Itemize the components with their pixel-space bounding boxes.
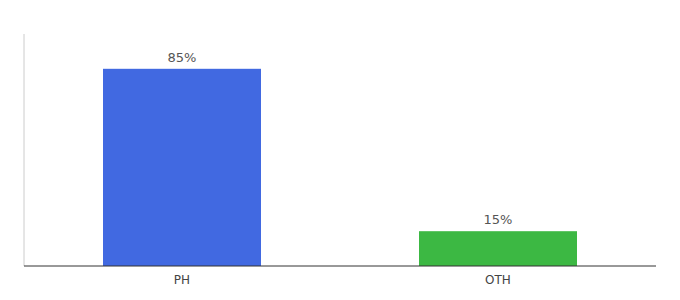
data-label: 15% bbox=[484, 212, 513, 227]
x-tick-label: PH bbox=[174, 273, 190, 287]
chart-svg: PH OTH 85% 15% bbox=[0, 0, 680, 300]
bar bbox=[103, 69, 261, 266]
bar bbox=[419, 231, 577, 266]
bars bbox=[103, 69, 577, 266]
x-axis-line bbox=[24, 266, 656, 267]
plot-area: PH OTH 85% 15% bbox=[24, 34, 656, 287]
x-tick-label: OTH bbox=[485, 273, 511, 287]
data-label: 85% bbox=[168, 50, 197, 65]
y-axis-line bbox=[24, 34, 25, 266]
chart-container: PH OTH 85% 15% bbox=[0, 0, 680, 300]
